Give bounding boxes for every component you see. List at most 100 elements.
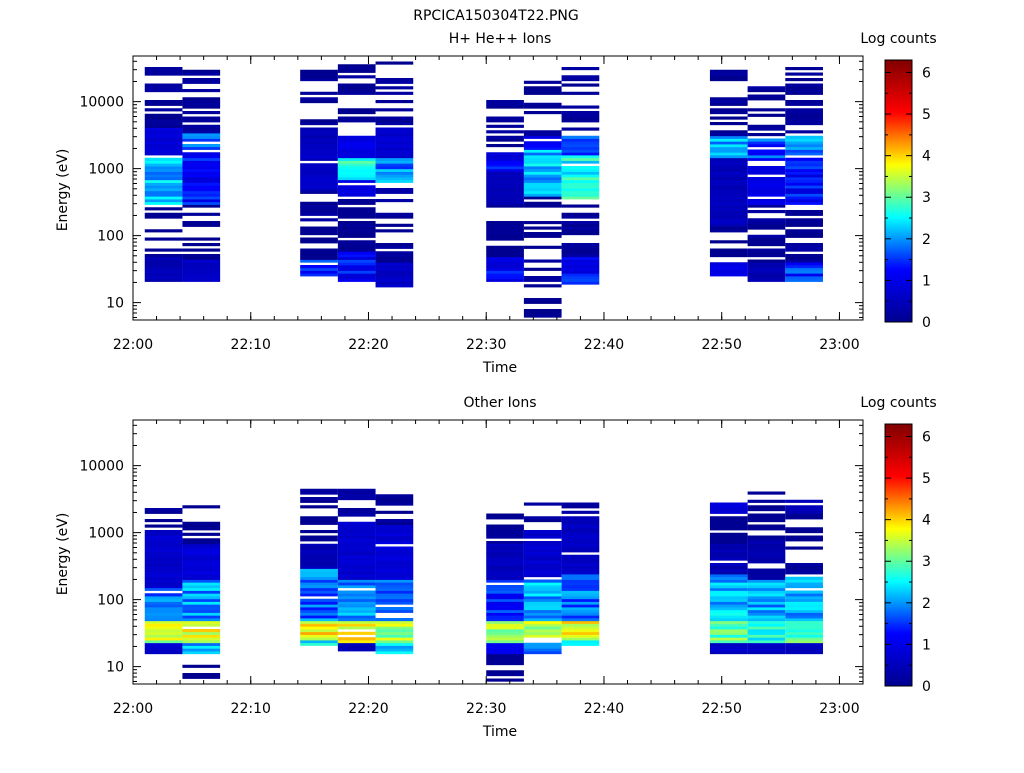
heatmap-cell <box>709 100 748 104</box>
heatmap-cell <box>523 612 562 616</box>
heatmap-cell <box>785 267 823 271</box>
heatmap-cell <box>785 149 823 153</box>
heatmap-cell <box>486 645 524 649</box>
heatmap-cell <box>709 166 748 170</box>
heatmap-cell <box>523 190 562 194</box>
colorbar-gradient <box>884 59 913 323</box>
heatmap-cell <box>182 168 221 172</box>
heatmap-cell <box>523 557 562 561</box>
heatmap-cell <box>144 623 183 627</box>
heatmap-cell <box>747 571 786 575</box>
heatmap-cell <box>747 519 786 523</box>
heatmap-cell <box>561 623 600 627</box>
heatmap-cell <box>523 604 562 608</box>
plot-frame <box>132 55 864 321</box>
heatmap-cell <box>561 111 600 115</box>
heatmap-cell <box>486 593 524 597</box>
heatmap-cell <box>709 623 748 627</box>
heatmap-cell <box>375 527 414 531</box>
heatmap-cell <box>337 276 376 280</box>
heatmap-cell <box>785 527 823 531</box>
heatmap-cell <box>747 89 786 93</box>
heatmap-cell <box>709 618 748 622</box>
heatmap-cell <box>144 574 183 578</box>
colorbar-tick-label: 1 <box>922 273 931 289</box>
heatmap-cell <box>337 243 376 247</box>
colorbar-label: Log counts <box>860 395 936 411</box>
heatmap-cell <box>182 579 221 583</box>
heatmap-cell <box>182 111 221 115</box>
heatmap-cell <box>300 629 338 633</box>
heatmap-cell <box>375 571 414 575</box>
heatmap-cell <box>486 130 524 134</box>
heatmap-cell <box>182 262 221 266</box>
heatmap-cell <box>523 86 562 90</box>
heatmap-cell <box>523 157 562 161</box>
heatmap-cell <box>486 662 524 666</box>
heatmap-cell <box>709 226 748 230</box>
heatmap-cell <box>709 626 748 630</box>
heatmap-cell <box>144 100 183 104</box>
heatmap-cell <box>182 278 221 282</box>
heatmap-cell <box>144 552 183 556</box>
heatmap-cell <box>709 262 748 266</box>
heatmap-cell <box>785 648 823 652</box>
heatmap-cell <box>337 557 376 561</box>
heatmap-cell <box>144 138 183 142</box>
heatmap-cell <box>144 598 183 602</box>
heatmap-cell <box>709 72 748 76</box>
heatmap-cell <box>561 557 600 561</box>
heatmap-cell <box>747 587 786 591</box>
heatmap-cell <box>523 166 562 170</box>
heatmap-cell <box>300 119 338 123</box>
heatmap-cell <box>747 108 786 112</box>
heatmap-cell <box>300 204 338 208</box>
heatmap-cell <box>375 212 414 216</box>
heatmap-cell <box>709 604 748 608</box>
heatmap-cell <box>709 144 748 148</box>
heatmap-cell <box>747 124 786 128</box>
heatmap-cell <box>486 226 524 230</box>
heatmap-cell <box>300 267 338 271</box>
heatmap-cell <box>300 177 338 181</box>
heatmap-cell <box>561 568 600 572</box>
heatmap-cell <box>337 141 376 145</box>
heatmap-cell <box>182 116 221 120</box>
heatmap-cell <box>561 155 600 159</box>
heatmap-cell <box>144 122 183 126</box>
heatmap-cell <box>144 135 183 139</box>
heatmap-cell <box>747 651 786 655</box>
heatmap-cell <box>747 593 786 597</box>
heatmap-cell <box>486 254 524 258</box>
heatmap-cell <box>785 210 823 214</box>
heatmap-cell <box>300 593 338 597</box>
heatmap-cell <box>747 113 786 117</box>
heatmap-cell <box>523 182 562 186</box>
heatmap-cell <box>300 565 338 569</box>
heatmap-cell <box>709 146 748 150</box>
heatmap-cell <box>561 519 600 523</box>
heatmap-cell <box>523 563 562 567</box>
heatmap-cell <box>486 642 524 646</box>
heatmap-cell <box>182 620 221 624</box>
heatmap-cell <box>182 78 221 82</box>
heatmap-cell <box>785 144 823 148</box>
heatmap-cell <box>709 212 748 216</box>
heatmap-cell <box>375 645 414 649</box>
x-axis: 22:00 22:10 22:20 22:30 22:40 22:50 23:00 <box>113 56 864 353</box>
heatmap-cell <box>300 78 338 82</box>
x-tick-label: 22:00 <box>113 701 153 717</box>
heatmap-cell <box>337 116 376 120</box>
heatmap-cell <box>523 541 562 545</box>
heatmap-cell <box>523 519 562 523</box>
heatmap-cell <box>747 97 786 101</box>
heatmap-cell <box>337 642 376 646</box>
heatmap-cell <box>785 629 823 633</box>
heatmap-cell <box>337 579 376 583</box>
heatmap-cell <box>709 111 748 115</box>
heatmap-cell <box>561 223 600 227</box>
heatmap-cell <box>375 590 414 594</box>
colorbar-label: Log counts <box>860 31 936 47</box>
heatmap-cell <box>300 174 338 178</box>
heatmap-cell <box>300 237 338 241</box>
